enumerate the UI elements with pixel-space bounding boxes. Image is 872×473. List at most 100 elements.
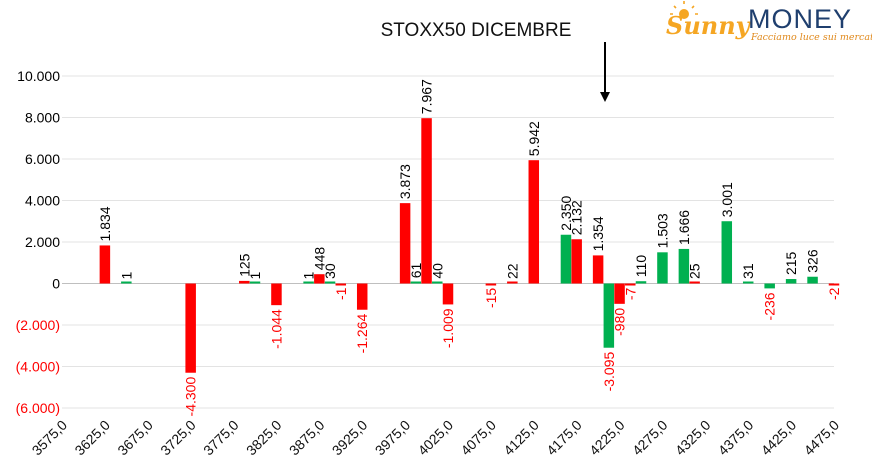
bar (742, 281, 754, 284)
data-label: -1.009 (440, 308, 456, 348)
data-label: -15 (483, 288, 499, 308)
data-label: 215 (783, 251, 799, 275)
data-label: 22 (504, 263, 520, 279)
bar (239, 280, 250, 284)
logo-brand-sunny: Sunny (666, 11, 752, 40)
logo-brand-money: MONEY (748, 4, 852, 34)
bar (592, 255, 604, 284)
bar (335, 283, 347, 286)
y-tick-label: 0 (52, 276, 60, 292)
x-tick-label: 4325,0 (672, 417, 714, 459)
data-label: 2.350 (558, 195, 574, 230)
x-tick-label: 4475,0 (801, 417, 843, 459)
data-label: -1.264 (354, 314, 370, 354)
bar (560, 234, 572, 284)
y-tick-label: 2.000 (25, 234, 60, 250)
bar (410, 281, 422, 284)
bar (603, 283, 615, 348)
data-label: 61 (408, 262, 424, 278)
data-label: 1 (118, 271, 134, 279)
data-label: 3.873 (397, 164, 413, 199)
bars (99, 118, 840, 373)
chart-title: STOXX50 DICEMBRE (381, 20, 572, 41)
data-label: 110 (633, 255, 649, 278)
data-label: 1.666 (676, 210, 692, 245)
data-label: -2 (826, 287, 842, 300)
data-labels: 1.8341-4.3001251-1.044144830-1-1.2643.87… (97, 79, 842, 416)
data-label: -7 (622, 287, 638, 300)
y-tick-label: (4.000) (16, 359, 60, 375)
data-label: 1 (301, 271, 317, 279)
bar (828, 283, 840, 286)
x-tick-label: 4275,0 (629, 417, 671, 459)
data-label: -980 (612, 308, 628, 336)
bar (571, 239, 582, 284)
sunny-money-logo: Sunny MONEY Facciamo luce sui mercati (666, 1, 872, 43)
bar (421, 118, 432, 284)
data-label: 31 (740, 263, 756, 279)
y-tick-label: 10.000 (17, 68, 60, 84)
x-tick-label: 4175,0 (543, 417, 585, 459)
bar (485, 283, 497, 286)
bar (635, 281, 647, 284)
data-label: -1.044 (268, 309, 284, 349)
bar (314, 274, 325, 284)
x-axis: 3575,0 3625,0 3675,0 3725,0 3775,0 3825,0 3875… (29, 417, 843, 459)
bar (399, 203, 411, 284)
y-tick-label: 6.000 (25, 151, 60, 167)
x-tick-label: 3975,0 (372, 417, 414, 459)
bar (249, 281, 261, 284)
bar (785, 279, 797, 284)
bar (271, 283, 282, 306)
x-tick-label: 3575,0 (29, 417, 71, 459)
x-tick-label: 4375,0 (715, 417, 757, 459)
data-label: 3.001 (719, 182, 735, 217)
bar (807, 276, 818, 284)
data-label: 5.942 (526, 121, 542, 156)
bar (356, 283, 368, 310)
bar (614, 283, 625, 304)
data-label: -236 (762, 292, 778, 320)
bar (721, 221, 733, 284)
bar (442, 283, 454, 305)
data-label: 2.132 (569, 200, 585, 235)
bar (625, 283, 636, 286)
bar (507, 281, 518, 284)
y-tick-label: (2.000) (16, 317, 60, 333)
x-tick-label: 4125,0 (500, 417, 542, 459)
x-tick-label: 3875,0 (286, 417, 328, 459)
data-label: 448 (311, 247, 327, 271)
y-tick-label: (6.000) (16, 400, 60, 416)
x-tick-label: 3675,0 (114, 417, 156, 459)
data-label: 326 (805, 249, 821, 273)
x-tick-label: 3625,0 (71, 417, 113, 459)
bar (764, 283, 775, 289)
down-arrow-icon (600, 42, 610, 102)
x-tick-label: 3725,0 (157, 417, 199, 459)
data-label: 25 (687, 263, 703, 279)
x-tick-label: 4075,0 (457, 417, 499, 459)
data-label: 7.967 (419, 79, 435, 114)
bar (657, 252, 668, 284)
data-label: 1.354 (590, 216, 606, 251)
x-tick-label: 4225,0 (586, 417, 628, 459)
y-tick-label: 8.000 (25, 110, 60, 126)
data-label: -1 (333, 287, 349, 300)
y-axis: 10.000 8.000 6.000 4.000 2.000 0 (2.000) (4.000… (16, 68, 61, 416)
gridlines (62, 75, 834, 409)
x-tick-label: 4425,0 (758, 417, 800, 459)
bar (528, 160, 540, 284)
logo-tagline: Facciamo luce sui mercati (750, 32, 872, 43)
data-label: 125 (236, 253, 252, 277)
bar (432, 281, 443, 284)
x-tick-label: 3925,0 (329, 417, 371, 459)
bar (678, 248, 690, 284)
data-label: 30 (322, 263, 338, 279)
x-tick-label: 3825,0 (243, 417, 285, 459)
bar (689, 281, 700, 284)
data-label: 40 (429, 263, 445, 279)
data-label: -4.300 (183, 377, 199, 417)
bar (185, 283, 196, 373)
data-label: 1.834 (97, 206, 113, 241)
x-tick-label: 4025,0 (415, 417, 457, 459)
